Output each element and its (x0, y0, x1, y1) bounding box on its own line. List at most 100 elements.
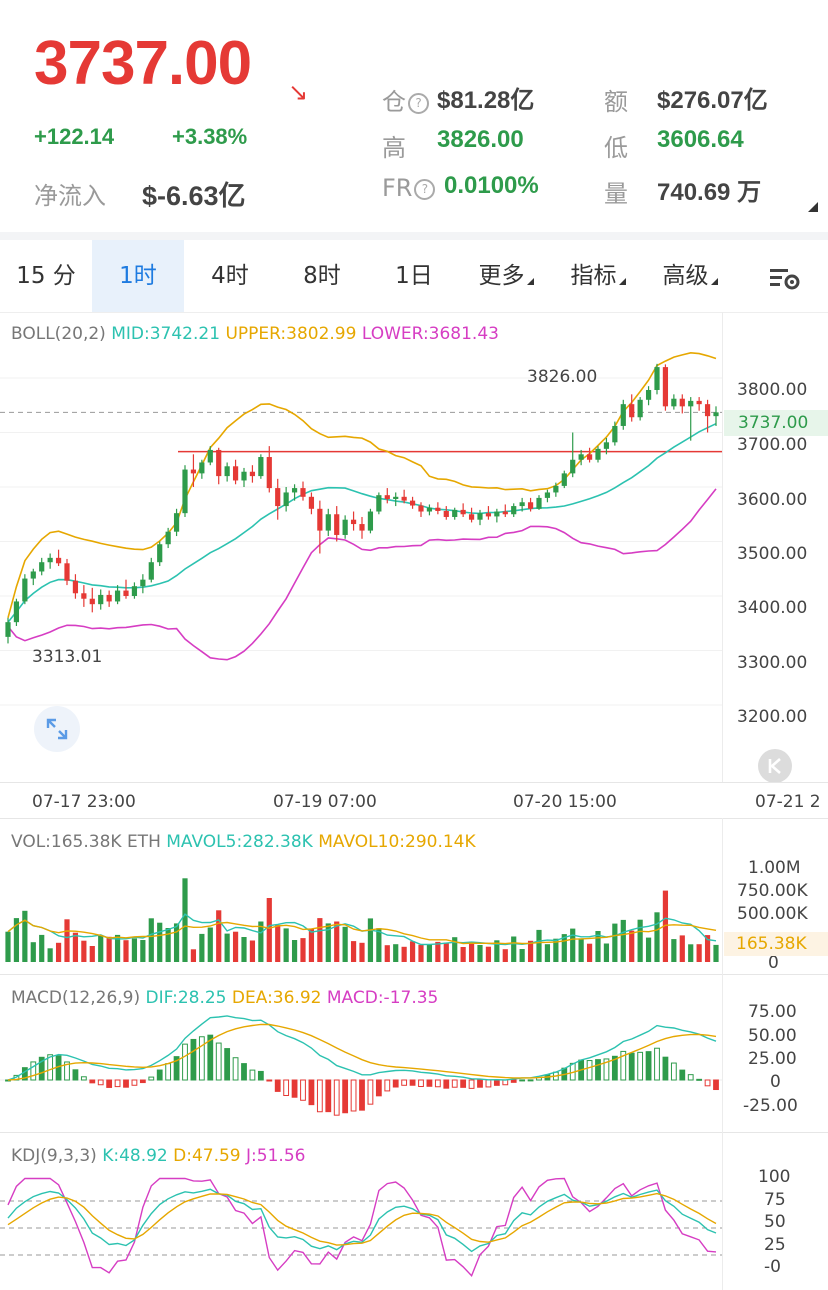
macd-y-tick: -25.00 (743, 1096, 798, 1116)
macd-bar (182, 1043, 188, 1081)
volume-bar (114, 934, 121, 962)
candle-body (173, 513, 180, 532)
volume-bar (131, 938, 138, 962)
volume-bar (460, 947, 466, 962)
macd-bar (148, 1076, 155, 1081)
tab-1d[interactable]: 1日 (395, 263, 433, 289)
macd-bar (662, 1056, 669, 1081)
macd-bar (502, 1079, 509, 1086)
y-tick: 3500.00 (737, 544, 808, 564)
d-line (7, 1192, 717, 1246)
last-price: 3737.00 (34, 29, 252, 98)
macd-bar (510, 1079, 517, 1083)
volume-bar (586, 943, 593, 962)
macd-bar (106, 1079, 113, 1088)
candle-body (157, 544, 163, 563)
volume-bar (232, 931, 239, 962)
last-price-tag: 3737.00 (724, 410, 828, 436)
tab-4h[interactable]: 4时 (211, 263, 249, 289)
macd-bar (696, 1078, 703, 1081)
macd-bar (704, 1079, 711, 1087)
macd-bar (165, 1063, 172, 1081)
macd-bar (257, 1070, 264, 1081)
candle-body (595, 448, 601, 460)
kdj-chart (0, 1177, 722, 1277)
volume-bar (645, 937, 652, 962)
macd-bar (586, 1060, 593, 1081)
candle-body (199, 462, 205, 474)
help-icon[interactable]: ? (414, 179, 436, 200)
candle-body (232, 466, 239, 481)
tab-advanced[interactable]: 高级 (644, 240, 736, 312)
volume-bar (190, 949, 197, 962)
candle-body (114, 590, 121, 602)
macd-bar (266, 1079, 273, 1082)
tab-8h[interactable]: 8时 (303, 263, 341, 289)
x-tick: 07-20 15:00 (513, 792, 617, 812)
candle-body (620, 404, 626, 426)
macd-bar (300, 1079, 306, 1101)
price-change-pct: +3.38% (172, 124, 248, 149)
candle-body (216, 449, 222, 477)
volume-bar (308, 929, 315, 962)
candle-body (249, 471, 256, 477)
candle-body (325, 514, 331, 531)
macd-bar (434, 1079, 441, 1088)
macd-bar (645, 1051, 652, 1081)
low-marker: 3313.01 (32, 647, 103, 667)
volume-bar (696, 944, 702, 962)
volume-bar (468, 941, 475, 962)
volume-bar (89, 946, 95, 962)
macd-bar (401, 1079, 408, 1086)
tab-1h[interactable]: 1时 (92, 240, 184, 312)
boll-upper-line (7, 351, 717, 619)
macd-bar (114, 1079, 121, 1088)
tab-15m[interactable]: 15 分 (16, 263, 76, 289)
chart-settings-icon[interactable] (750, 240, 820, 312)
mavol5: MAVOL5:282.38K (166, 832, 313, 852)
candle-body (39, 562, 45, 572)
candle-body (98, 594, 104, 605)
macd-bar (30, 1061, 37, 1081)
tab-indicators[interactable]: 指标 (552, 240, 644, 312)
net-inflow-label: 净流入 (34, 182, 106, 210)
fullscreen-button[interactable] (34, 706, 80, 752)
candle-body (578, 454, 584, 460)
volume-bar (325, 923, 331, 962)
x-tick: 07-19 07:00 (273, 792, 377, 812)
volume-bar (207, 927, 213, 962)
candle-body (443, 510, 449, 517)
candle-body (266, 457, 272, 489)
expand-corner-icon[interactable] (808, 202, 818, 212)
volume-bar (393, 944, 399, 962)
macd-bar (325, 1079, 332, 1113)
volume-bar (317, 918, 323, 962)
macd-bar (713, 1079, 719, 1091)
expand-icon (46, 718, 68, 740)
x-tick: 07-21 2 (755, 792, 821, 812)
macd-bar (274, 1079, 281, 1092)
candlestick-chart[interactable] (0, 345, 828, 785)
turnover-value: $276.07亿 (657, 87, 768, 114)
volume-bar (553, 938, 559, 962)
candle-body (148, 562, 154, 580)
volume-bar (637, 919, 643, 962)
macd-bar (80, 1076, 87, 1081)
candle-body (418, 505, 424, 512)
candle-body (47, 557, 53, 563)
candle-body (5, 622, 11, 637)
volume-bar (570, 928, 576, 962)
kdj-y-tick: -0 (764, 1257, 781, 1277)
help-icon[interactable]: ? (408, 93, 429, 114)
tab-more[interactable]: 更多 (460, 240, 552, 312)
candle-body (477, 513, 483, 520)
candle-body (140, 579, 146, 587)
volume-bar (688, 944, 694, 962)
k-line (7, 1188, 717, 1253)
volume-bar (55, 942, 62, 962)
funding-rate-label: FR? (382, 174, 436, 202)
kline-scroll-end-button[interactable] (758, 749, 792, 783)
candle-body (468, 514, 475, 520)
candle-body (72, 580, 79, 594)
volume-bar (502, 949, 508, 962)
